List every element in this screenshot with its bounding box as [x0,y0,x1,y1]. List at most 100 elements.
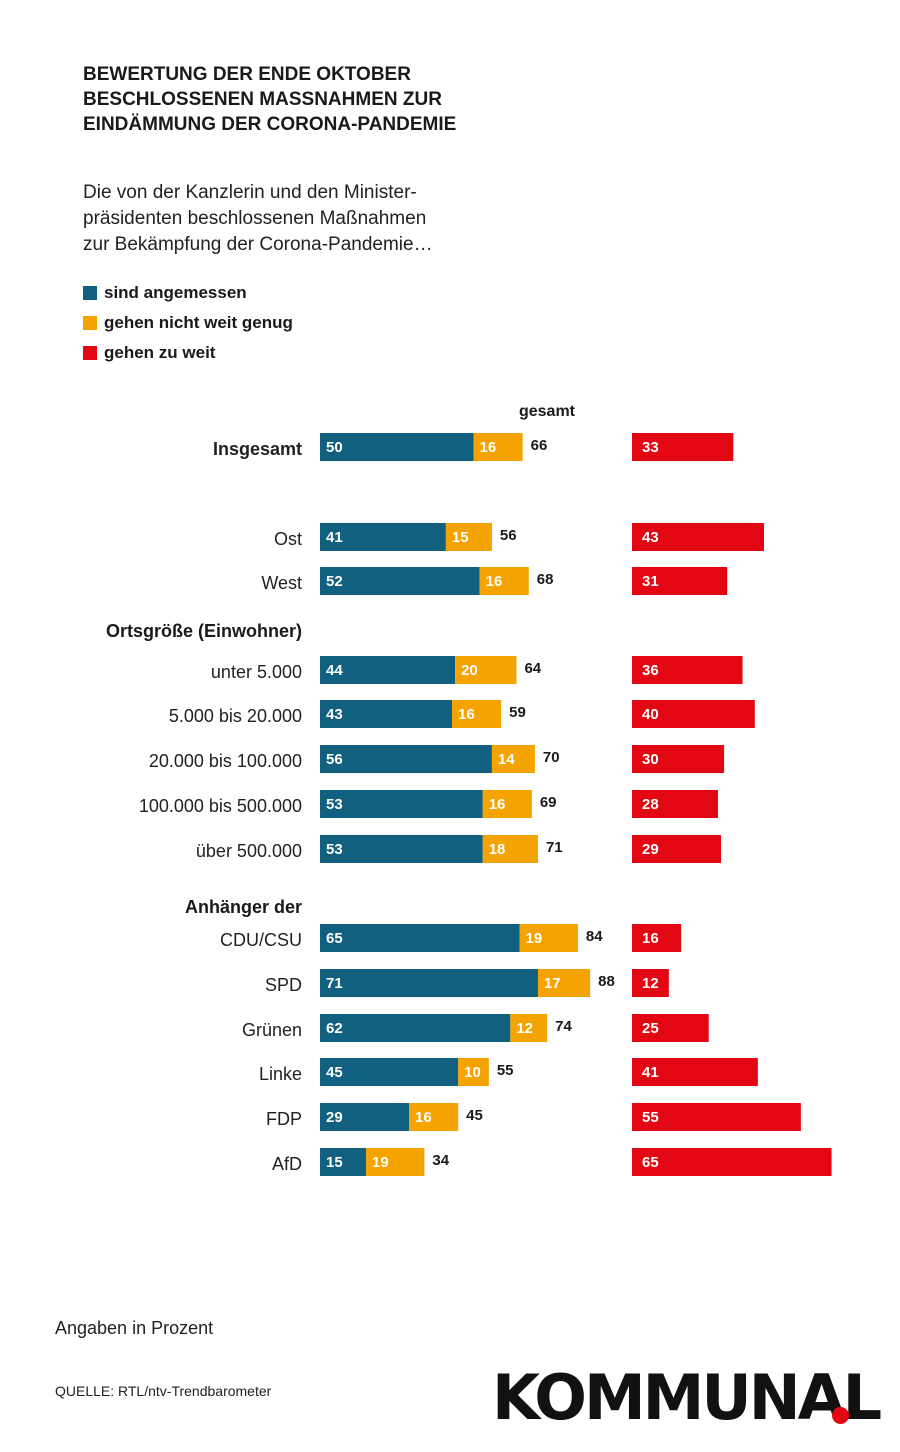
title-line-2: BESCHLOSSENEN MASSNAHMEN ZUR [83,89,442,110]
value-label-zu-weit: 33 [642,439,659,456]
value-label-nicht-weit-genug: 16 [415,1109,432,1126]
bar-angemessen [320,1103,410,1131]
value-label-angemessen: 45 [326,1064,343,1081]
value-label-zu-weit: 55 [642,1109,659,1126]
value-label-total: 69 [540,794,557,811]
legend-swatch-nicht-weit-genug [83,316,97,330]
value-label-angemessen: 56 [326,751,343,768]
value-label-angemessen: 65 [326,930,343,947]
unit-note: Angaben in Prozent [55,1318,214,1338]
bar-angemessen [320,745,492,773]
bar-angemessen [320,969,538,997]
bar-angemessen [320,1014,511,1042]
value-label-total: 88 [598,973,615,990]
value-label-nicht-weit-genug: 18 [489,841,506,858]
value-label-zu-weit: 16 [642,930,659,947]
value-label-zu-weit: 41 [642,1064,659,1081]
bar-nicht-weit-genug [409,1103,459,1131]
group-header: Anhänger der [185,897,302,917]
value-label-angemessen: 53 [326,796,343,813]
value-label-angemessen: 53 [326,841,343,858]
legend-swatch-zu-weit [83,346,97,360]
bar-zu-weit [632,523,765,551]
value-label-total: 56 [500,527,517,544]
title-line-1: BEWERTUNG DER ENDE OKTOBER [83,64,411,85]
value-label-total: 71 [546,839,563,856]
value-label-zu-weit: 65 [642,1154,659,1171]
bar-nicht-weit-genug [479,567,529,595]
bar-angemessen [320,433,474,461]
bar-nicht-weit-genug [482,835,538,863]
bar-nicht-weit-genug [537,969,591,997]
subtitle-line-3: zur Bekämpfung der Corona-Pandemie… [83,234,433,255]
bar-nicht-weit-genug [519,924,578,952]
value-label-total: 74 [555,1018,572,1035]
value-label-zu-weit: 43 [642,529,659,546]
row-label: Linke [259,1064,302,1084]
legend-label-nicht-weit-genug: gehen nicht weit genug [104,313,293,332]
bar-angemessen [320,1148,367,1176]
legend-label-zu-weit: gehen zu weit [104,343,216,362]
bar-nicht-weit-genug [455,656,517,684]
value-label-nicht-weit-genug: 17 [544,975,561,992]
bar-zu-weit [632,656,743,684]
value-label-nicht-weit-genug: 19 [372,1154,389,1171]
legend-item-nicht-weit-genug: gehen nicht weit genug [83,312,293,334]
value-label-zu-weit: 25 [642,1020,659,1037]
value-label-angemessen: 41 [326,529,343,546]
value-label-nicht-weit-genug: 20 [461,662,478,679]
value-label-zu-weit: 29 [642,841,659,858]
value-label-zu-weit: 28 [642,796,659,813]
value-label-nicht-weit-genug: 14 [498,751,515,768]
row-label: CDU/CSU [220,930,302,950]
bar-angemessen [320,567,480,595]
bar-zu-weit [632,567,728,595]
title-line-3: EINDÄMMUNG DER CORONA-PANDEMIE [83,114,457,135]
value-label-zu-weit: 31 [642,573,659,590]
bar-angemessen [320,523,446,551]
bar-nicht-weit-genug [458,1058,489,1086]
value-label-total: 55 [497,1062,514,1079]
row-label: 5.000 bis 20.000 [169,706,302,726]
bar-zu-weit [632,700,755,728]
row-label: über 500.000 [196,841,302,861]
value-label-zu-weit: 36 [642,662,659,679]
subtitle-line-1: Die von der Kanzlerin und den Minister- [83,182,417,203]
value-label-nicht-weit-genug: 16 [480,439,497,456]
kommunal-logo: KOMMUNAL [492,1361,882,1434]
bar-angemessen [320,1058,459,1086]
bar-angemessen [320,835,483,863]
logo-dot-icon [832,1407,849,1424]
bar-nicht-weit-genug [473,433,523,461]
row-label: Grünen [242,1020,302,1040]
bar-zu-weit [632,790,718,818]
bar-zu-weit [632,433,734,461]
value-label-angemessen: 50 [326,439,343,456]
chart-title: BEWERTUNG DER ENDE OKTOBER BESCHLOSSENEN… [83,62,603,137]
value-label-nicht-weit-genug: 12 [516,1020,533,1037]
bar-zu-weit [632,924,682,952]
bar-nicht-weit-genug [491,745,535,773]
value-label-nicht-weit-genug: 19 [526,930,543,947]
row-label: Insgesamt [213,439,302,459]
row-label: West [261,573,302,593]
bar-nicht-weit-genug [366,1148,425,1176]
bar-zu-weit [632,1103,801,1131]
total-column-header: gesamt [519,403,576,420]
row-label: SPD [265,975,302,995]
row-label: AfD [272,1154,302,1174]
value-label-total: 59 [509,704,526,721]
row-label: Ost [274,529,302,549]
bar-nicht-weit-genug [510,1014,548,1042]
row-label: unter 5.000 [211,662,302,682]
value-label-total: 34 [432,1152,449,1169]
value-label-nicht-weit-genug: 10 [464,1064,481,1081]
chart-subtitle: Die von der Kanzlerin und den Minister- … [83,180,503,258]
bar-nicht-weit-genug [482,790,532,818]
row-label: 20.000 bis 100.000 [149,751,302,771]
value-label-nicht-weit-genug: 16 [458,706,475,723]
value-label-angemessen: 15 [326,1154,343,1171]
legend-item-zu-weit: gehen zu weit [83,342,215,364]
value-label-total: 66 [531,437,548,454]
